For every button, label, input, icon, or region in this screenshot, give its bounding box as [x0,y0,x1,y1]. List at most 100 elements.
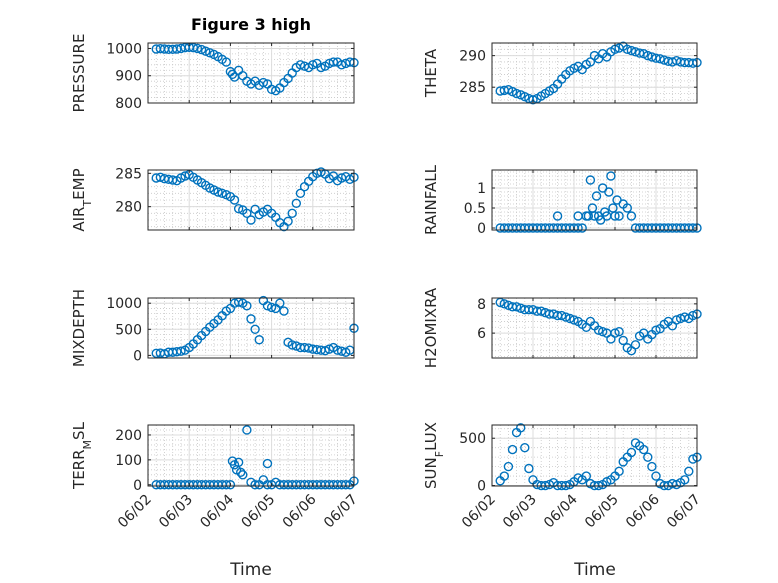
data-point [573,211,583,221]
y-tick-label: 0 [133,348,142,364]
y-axis-label: THETA [422,48,440,98]
y-tick-label: 0 [477,221,486,237]
data-point [233,203,244,214]
data-point [254,335,264,345]
data-point [287,340,297,350]
data-point [341,480,351,490]
y-axis-label: SUNFLUX [422,422,446,489]
data-point [200,46,211,56]
y-tick-label: 285 [459,80,486,96]
y-tick-label: 500 [459,431,486,447]
figure-title: Figure 3 high [191,15,311,34]
x-axis-label-right: Time [573,560,616,580]
data-point [499,471,509,481]
data-point [246,314,256,324]
data-point [524,463,534,474]
data-point [250,480,260,490]
data-point [626,45,637,56]
subplot-6: 6 8 H2OMIXRA [422,287,702,368]
y-tick-label: 900 [115,69,142,85]
data-point [684,466,694,477]
data-point [583,211,594,221]
subplot-3: 280 285 AIRTEMP [70,166,359,232]
data-point [536,306,546,316]
data-point [585,57,596,67]
data-point [622,203,632,213]
data-point [630,340,641,350]
grid-lines [492,425,697,487]
data-point [585,175,596,185]
data-point [610,211,620,221]
subplot-4: 0 0.5 1 RAINFALL [422,164,702,237]
y-axis-label: AIRTEMP [70,168,94,231]
data-point [516,423,526,433]
data-point [634,48,645,58]
data-point [614,211,624,221]
data-points [151,425,359,490]
data-point [591,191,602,201]
data-points [495,41,702,105]
data-point [604,187,614,197]
axes-box [491,297,698,359]
data-point [581,471,591,481]
axes-box [491,42,698,104]
axes-box [147,42,355,104]
data-point [275,298,285,308]
data-point [213,187,223,197]
y-tick-label: 800 [115,96,142,112]
data-point [235,467,246,478]
axes-box [147,297,355,359]
y-tick-label: 285 [115,166,142,182]
data-point [618,335,628,346]
y-axis-label: TERRMSL [70,421,94,490]
data-point [262,301,273,311]
data-point [262,458,273,469]
data-point [287,208,297,219]
subplot-2: 285 290 THETA [422,41,702,105]
data-points [151,295,359,359]
data-point [643,50,653,61]
y-tick-label: 100 [115,453,142,469]
data-point [291,198,302,209]
data-point [217,188,227,199]
y-tick-label: 290 [459,49,486,65]
y-tick-label: 0 [133,478,142,494]
data-point [593,325,604,335]
y-tick-label: 500 [115,322,142,338]
data-point [242,301,252,311]
data-point [320,345,330,356]
data-point [233,457,244,468]
y-tick-label: 1000 [106,296,142,312]
data-point [229,195,240,205]
data-point [651,325,661,335]
data-points [495,423,702,491]
y-tick-label: 0.5 [464,201,486,217]
data-point [242,425,252,435]
data-point [598,326,608,337]
data-point [626,447,637,458]
data-point [569,315,579,325]
y-axis-label: H2OMIXRA [422,287,440,368]
data-point [192,43,203,54]
data-point [283,216,293,227]
y-tick-label: 0 [477,479,486,495]
data-point [577,223,587,233]
data-point [279,306,289,316]
data-point [671,315,682,325]
data-point [565,313,575,324]
axes-box [491,424,698,487]
data-point [651,471,661,481]
data-points [495,297,702,356]
data-point [238,470,248,480]
data-point [266,302,277,313]
plot-area [148,425,354,486]
data-point [196,44,207,55]
axes-box [147,424,355,487]
data-point [316,62,326,73]
data-point [614,466,624,477]
data-point [503,461,514,472]
data-point [308,60,318,70]
data-point [295,60,306,70]
data-point [511,302,522,312]
